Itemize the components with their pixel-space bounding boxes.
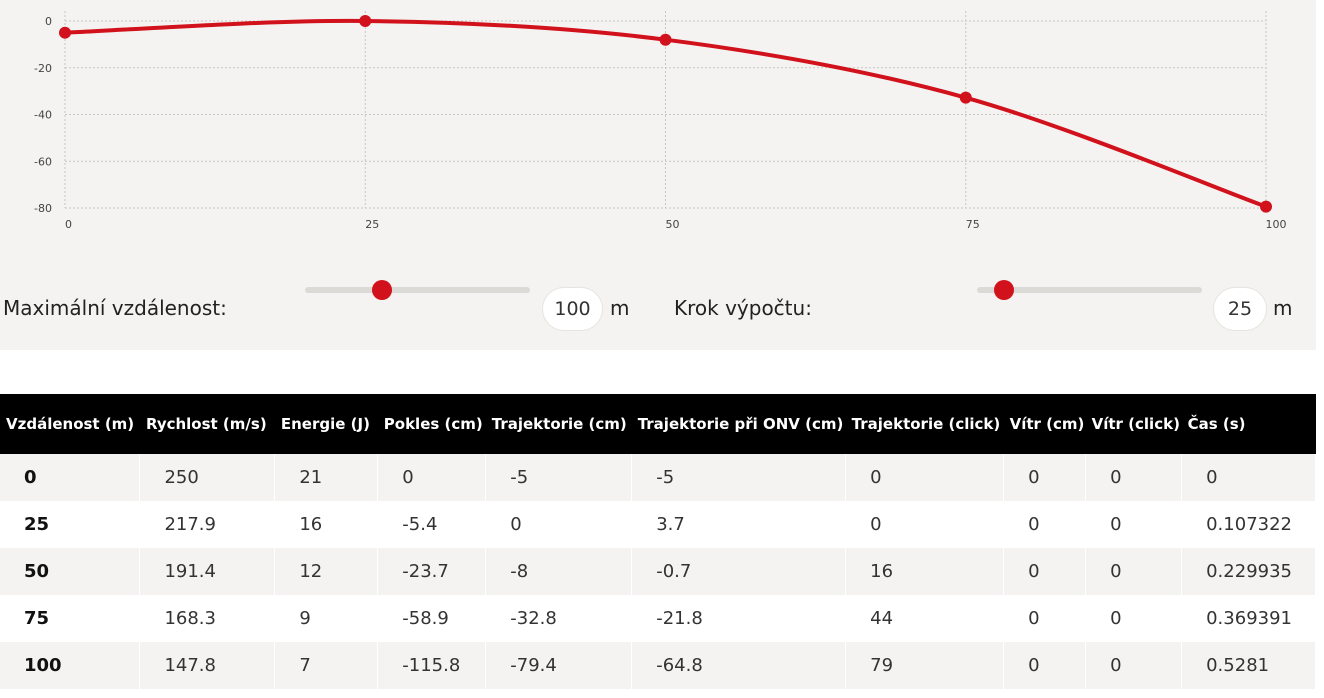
table-row: 25 217.9 16 -5.4 0 3.7 0 0 0 0.107322 bbox=[0, 501, 1316, 548]
table-cell: 50 bbox=[0, 548, 141, 595]
table-cell: 0 bbox=[1003, 501, 1087, 548]
step-label: Krok výpočtu: bbox=[674, 296, 812, 320]
column-header: Trajektorie při ONV (cm) bbox=[637, 415, 844, 433]
table-row: 75 168.3 9 -58.9 -32.8 -21.8 44 0 0 0.369391 bbox=[0, 595, 1316, 642]
table-cell: 16 bbox=[274, 501, 379, 548]
y-tick-label: -20 bbox=[34, 62, 52, 75]
column-header: Vítr (cm) bbox=[1009, 415, 1085, 433]
x-tick-label: 0 bbox=[65, 218, 72, 231]
max-distance-input[interactable]: 100 bbox=[542, 287, 603, 331]
table-cell: 16 bbox=[845, 548, 1005, 595]
max-distance-unit: m bbox=[610, 296, 630, 320]
column-header: Energie (J) bbox=[280, 415, 370, 433]
x-tick-label: 50 bbox=[666, 218, 680, 231]
step-slider-thumb[interactable] bbox=[994, 280, 1014, 300]
column-header: Trajektorie (cm) bbox=[491, 415, 627, 433]
table-cell: 7 bbox=[274, 642, 379, 689]
table-cell: -64.8 bbox=[631, 642, 847, 689]
data-point bbox=[59, 26, 71, 39]
table-cell: -79.4 bbox=[485, 642, 633, 689]
table-cell: -5 bbox=[631, 454, 847, 501]
table-cell: 217.9 bbox=[139, 501, 276, 548]
data-point bbox=[359, 15, 372, 27]
chart-panel: 0 -20 -40 -60 -80 0 25 50 75 100 Maximální vzdále… bbox=[0, 0, 1316, 350]
table-cell: -32.8 bbox=[485, 595, 633, 642]
table-cell: 0.229935 bbox=[1181, 548, 1316, 595]
table-cell: 3.7 bbox=[631, 501, 847, 548]
table-cell: 0 bbox=[485, 501, 633, 548]
table-cell: 21 bbox=[274, 454, 379, 501]
column-header: Pokles (cm) bbox=[383, 415, 483, 433]
table-body: 0 250 21 0 -5 -5 0 0 0 0 25 217.9 16 -5.4 0 3.7 0 0 0 0.107… bbox=[0, 454, 1316, 689]
table-cell: 0 bbox=[377, 454, 487, 501]
table-cell: 0 bbox=[1085, 595, 1183, 642]
table-cell: 250 bbox=[139, 454, 276, 501]
column-header: Trajektorie (click) bbox=[851, 415, 1001, 433]
table-cell: -5.4 bbox=[377, 501, 487, 548]
column-header: Vítr (click) bbox=[1091, 415, 1180, 433]
table-cell: -8 bbox=[485, 548, 633, 595]
table-cell: -0.7 bbox=[631, 548, 847, 595]
data-point bbox=[659, 33, 672, 46]
table-cell: 75 bbox=[0, 595, 141, 642]
table-cell: -58.9 bbox=[377, 595, 487, 642]
table-cell: -115.8 bbox=[377, 642, 487, 689]
x-tick-label: 100 bbox=[1266, 218, 1287, 231]
table-cell: 79 bbox=[845, 642, 1005, 689]
table-cell: -23.7 bbox=[377, 548, 487, 595]
table-cell: 147.8 bbox=[139, 642, 276, 689]
step-unit: m bbox=[1273, 296, 1293, 320]
y-tick-label: -40 bbox=[34, 109, 52, 122]
table-cell: 12 bbox=[274, 548, 379, 595]
max-distance-slider[interactable] bbox=[305, 280, 530, 300]
table-header-row: Vzdálenost (m) Rychlost (m/s) Energie (J) P… bbox=[0, 394, 1316, 454]
y-tick-label: -60 bbox=[34, 155, 52, 168]
table-cell: 0 bbox=[1003, 595, 1087, 642]
max-distance-slider-thumb[interactable] bbox=[371, 280, 392, 300]
ballistics-table: Vzdálenost (m) Rychlost (m/s) Energie (J) P… bbox=[0, 394, 1316, 689]
table-cell: 0 bbox=[1085, 642, 1183, 689]
table-cell: 0 bbox=[1003, 454, 1087, 501]
x-tick-label: 75 bbox=[966, 218, 980, 231]
table-cell: 0 bbox=[0, 454, 141, 501]
table-cell: 168.3 bbox=[139, 595, 276, 642]
column-header: Čas (s) bbox=[1187, 415, 1246, 433]
table-cell: -21.8 bbox=[631, 595, 847, 642]
table-cell: 100 bbox=[0, 642, 141, 689]
step-slider[interactable] bbox=[977, 280, 1202, 300]
table-row: 50 191.4 12 -23.7 -8 -0.7 16 0 0 0.229935 bbox=[0, 548, 1316, 595]
table-row: 0 250 21 0 -5 -5 0 0 0 0 bbox=[0, 454, 1316, 501]
table-cell: 25 bbox=[0, 501, 141, 548]
y-tick-label: -80 bbox=[34, 202, 52, 215]
table-cell: 0.369391 bbox=[1181, 595, 1316, 642]
table-cell: 44 bbox=[845, 595, 1005, 642]
y-tick-label: 0 bbox=[45, 15, 52, 28]
table-cell: 0 bbox=[1003, 548, 1087, 595]
data-point bbox=[959, 91, 972, 104]
table-cell: 0 bbox=[1085, 454, 1183, 501]
trajectory-chart: 0 -20 -40 -60 -80 0 25 50 75 100 bbox=[34, 11, 1287, 231]
step-input[interactable]: 25 bbox=[1213, 287, 1267, 331]
table-cell: 0 bbox=[845, 501, 1005, 548]
column-header: Rychlost (m/s) bbox=[145, 415, 267, 433]
x-tick-label: 25 bbox=[365, 218, 379, 231]
column-header: Vzdálenost (m) bbox=[6, 415, 135, 433]
table-cell: 0.5281 bbox=[1181, 642, 1316, 689]
table-cell: 0 bbox=[845, 454, 1005, 501]
table-cell: 0 bbox=[1003, 642, 1087, 689]
max-distance-label: Maximální vzdálenost: bbox=[3, 296, 227, 320]
table-row: 100 147.8 7 -115.8 -79.4 -64.8 79 0 0 0.5281 bbox=[0, 642, 1316, 689]
data-point bbox=[1260, 200, 1272, 213]
table-cell: 0.107322 bbox=[1181, 501, 1316, 548]
table-cell: 9 bbox=[274, 595, 379, 642]
table-cell: 0 bbox=[1085, 548, 1183, 595]
table-cell: 0 bbox=[1181, 454, 1316, 501]
table-cell: 191.4 bbox=[139, 548, 276, 595]
table-cell: 0 bbox=[1085, 501, 1183, 548]
table-cell: -5 bbox=[485, 454, 633, 501]
